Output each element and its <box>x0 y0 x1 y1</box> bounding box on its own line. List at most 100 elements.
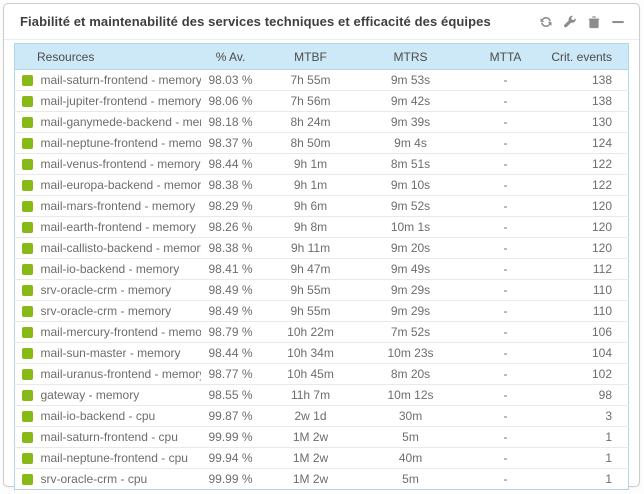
mtbf-value: 9h 8m <box>260 216 361 238</box>
availability-value: 99.99 % <box>200 426 261 448</box>
resource-name: mail-venus-frontend - memory <box>40 153 201 175</box>
mtta-value: - <box>460 405 551 427</box>
status-ok-icon <box>22 411 33 423</box>
mtrs-value: 10m 1s <box>360 216 461 238</box>
mtta-value: - <box>460 258 551 280</box>
crit-events-value: 98 <box>550 384 629 406</box>
table-row[interactable]: mail-ganymede-backend - memory 98.18 % 8… <box>14 111 629 133</box>
table-header-row: Resources % Av. MTBF MTRS MTTA Crit. eve… <box>14 43 629 70</box>
availability-value: 98.37 % <box>200 132 261 154</box>
mtta-value: - <box>460 426 551 448</box>
table-row[interactable]: mail-sun-master - memory 98.44 % 10h 34m… <box>14 342 629 364</box>
status-ok-icon <box>22 264 33 276</box>
availability-value: 99.94 % <box>200 447 261 469</box>
resource-name: mail-saturn-frontend - cpu <box>40 426 201 448</box>
resource-name: gateway - memory <box>40 384 201 406</box>
mtta-value: - <box>460 153 551 175</box>
resource-name: srv-oracle-crm - memory <box>40 300 201 322</box>
mtrs-value: 9m 29s <box>360 279 461 301</box>
table-row[interactable]: mail-mercury-frontend - memory 98.79 % 1… <box>14 321 629 343</box>
resource-name: mail-uranus-frontend - memory <box>40 363 201 385</box>
mtbf-value: 9h 47m <box>260 258 361 280</box>
status-ok-icon <box>22 348 33 360</box>
widget-card: Fiabilité et maintenabilité des services… <box>3 3 640 490</box>
trash-icon[interactable] <box>587 15 601 29</box>
status-cell <box>14 279 41 301</box>
refresh-icon[interactable] <box>539 15 553 29</box>
crit-events-value: 1 <box>550 426 629 448</box>
column-header-availability[interactable]: % Av. <box>200 43 261 70</box>
mtrs-value: 9m 52s <box>360 195 461 217</box>
mtbf-value: 7h 55m <box>260 69 361 91</box>
crit-events-value: 112 <box>550 258 629 280</box>
mtrs-value: 5m <box>360 468 461 490</box>
table-row[interactable]: mail-venus-frontend - memory 98.44 % 9h … <box>14 153 629 175</box>
crit-events-value: 120 <box>550 216 629 238</box>
table-row[interactable]: mail-jupiter-frontend - memory 98.06 % 7… <box>14 90 629 112</box>
table-row[interactable]: mail-io-backend - cpu 99.87 % 2w 1d 30m … <box>14 405 629 427</box>
availability-value: 98.49 % <box>200 300 261 322</box>
crit-events-value: 138 <box>550 69 629 91</box>
table-row[interactable]: mail-mars-frontend - memory 98.29 % 9h 6… <box>14 195 629 217</box>
table-row[interactable]: mail-io-backend - memory 98.41 % 9h 47m … <box>14 258 629 280</box>
column-header-crit-events[interactable]: Crit. events <box>550 43 629 70</box>
widget-toolbar <box>539 15 625 29</box>
resource-name: mail-mercury-frontend - memory <box>40 321 201 343</box>
table-row[interactable]: mail-saturn-frontend - cpu 99.99 % 1M 2w… <box>14 426 629 448</box>
table-row[interactable]: mail-neptune-frontend - memory 98.37 % 8… <box>14 132 629 154</box>
mtrs-value: 9m 4s <box>360 132 461 154</box>
status-ok-icon <box>22 96 33 108</box>
resource-name: mail-jupiter-frontend - memory <box>40 90 201 112</box>
reliability-table: Resources % Av. MTBF MTRS MTTA Crit. eve… <box>14 43 629 490</box>
widget-header: Fiabilité et maintenabilité des services… <box>4 4 639 40</box>
mtrs-value: 9m 49s <box>360 258 461 280</box>
mtta-value: - <box>460 132 551 154</box>
mtrs-value: 9m 39s <box>360 111 461 133</box>
wrench-icon[interactable] <box>563 15 577 29</box>
mtta-value: - <box>460 468 551 490</box>
table-row[interactable]: mail-saturn-frontend - memory 98.03 % 7h… <box>14 69 629 91</box>
column-header-mtbf[interactable]: MTBF <box>260 43 361 70</box>
table-row[interactable]: mail-neptune-frontend - cpu 99.94 % 1M 2… <box>14 447 629 469</box>
column-header-resources[interactable]: Resources <box>14 43 201 70</box>
minimize-icon[interactable] <box>611 15 625 29</box>
mtbf-value: 10h 45m <box>260 363 361 385</box>
table-row[interactable]: mail-earth-frontend - memory 98.26 % 9h … <box>14 216 629 238</box>
status-cell <box>14 195 41 217</box>
mtta-value: - <box>460 279 551 301</box>
mtbf-value: 9h 55m <box>260 300 361 322</box>
mtta-value: - <box>460 69 551 91</box>
crit-events-value: 138 <box>550 90 629 112</box>
crit-events-value: 120 <box>550 237 629 259</box>
column-header-mtrs[interactable]: MTRS <box>360 43 461 70</box>
mtrs-value: 10m 12s <box>360 384 461 406</box>
column-header-mtta[interactable]: MTTA <box>460 43 551 70</box>
table-row[interactable]: mail-callisto-backend - memory 98.38 % 9… <box>14 237 629 259</box>
table-row[interactable]: srv-oracle-crm - cpu 99.99 % 1M 2w 5m - … <box>14 468 629 490</box>
mtbf-value: 9h 6m <box>260 195 361 217</box>
status-cell <box>14 321 41 343</box>
availability-value: 98.41 % <box>200 258 261 280</box>
availability-value: 98.79 % <box>200 321 261 343</box>
table-row[interactable]: srv-oracle-crm - memory 98.49 % 9h 55m 9… <box>14 300 629 322</box>
availability-value: 98.77 % <box>200 363 261 385</box>
status-cell <box>14 342 41 364</box>
crit-events-value: 106 <box>550 321 629 343</box>
mtbf-value: 1M 2w <box>260 468 361 490</box>
resource-name: mail-saturn-frontend - memory <box>40 69 201 91</box>
table-row[interactable]: srv-oracle-crm - memory 98.49 % 9h 55m 9… <box>14 279 629 301</box>
crit-events-value: 102 <box>550 363 629 385</box>
status-ok-icon <box>22 222 33 234</box>
mtta-value: - <box>460 195 551 217</box>
mtrs-value: 7m 52s <box>360 321 461 343</box>
table-row[interactable]: mail-europa-backend - memory 98.38 % 9h … <box>14 174 629 196</box>
mtrs-value: 8m 20s <box>360 363 461 385</box>
mtbf-value: 1M 2w <box>260 426 361 448</box>
availability-value: 98.44 % <box>200 153 261 175</box>
crit-events-value: 130 <box>550 111 629 133</box>
crit-events-value: 1 <box>550 468 629 490</box>
table-row[interactable]: mail-uranus-frontend - memory 98.77 % 10… <box>14 363 629 385</box>
availability-value: 98.38 % <box>200 237 261 259</box>
availability-value: 98.06 % <box>200 90 261 112</box>
table-row[interactable]: gateway - memory 98.55 % 11h 7m 10m 12s … <box>14 384 629 406</box>
